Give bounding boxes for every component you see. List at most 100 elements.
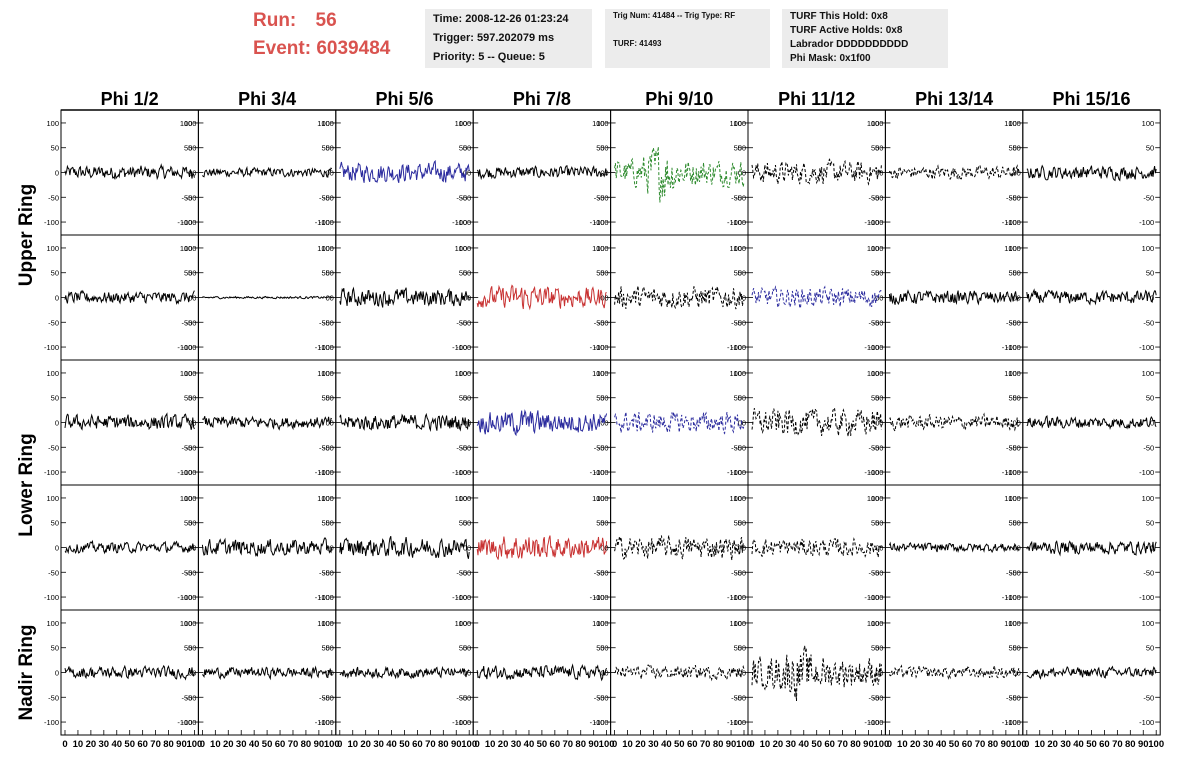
ytick-label-right: -100 <box>1139 343 1154 352</box>
xtick-label: 90 <box>863 739 874 750</box>
turf-hold-line: TURF This Hold: 0x8 <box>790 11 888 22</box>
ytick-label-left: 100 <box>321 619 334 628</box>
ytick-label-right: -50 <box>1006 318 1017 327</box>
ytick-label-left: -100 <box>456 593 471 602</box>
ytick-label-right: 100 <box>180 619 193 628</box>
ytick-label-right: 100 <box>455 619 468 628</box>
ytick-label-left: 100 <box>596 619 609 628</box>
ytick-label-left: -100 <box>319 343 334 352</box>
xtick-label: 50 <box>399 739 410 750</box>
ytick-label-left: -50 <box>323 443 334 452</box>
ytick-label-right: 100 <box>867 494 880 503</box>
xtick-label: 60 <box>824 739 835 750</box>
ytick-label-right: 0 <box>326 419 330 428</box>
ytick-label-right: 100 <box>455 244 468 253</box>
ytick-label-right: -100 <box>1002 218 1017 227</box>
xtick-label: 80 <box>301 739 312 750</box>
ytick-label-right: 50 <box>871 644 879 653</box>
xtick-label: 0 <box>62 739 67 750</box>
column-header-1: Phi 1/2 <box>101 89 159 109</box>
xtick-label: 20 <box>86 739 97 750</box>
event-line: Event: 6039484 <box>253 38 433 62</box>
xtick-label: 30 <box>786 739 797 750</box>
ytick-label-left: -100 <box>1006 718 1021 727</box>
ytick-label-right: -100 <box>315 218 330 227</box>
ytick-label-left: -50 <box>873 568 884 577</box>
ytick-label-right: 50 <box>184 644 192 653</box>
ytick-label-right: 100 <box>1142 119 1155 128</box>
waveform-trace-r5-c4 <box>476 663 608 682</box>
ytick-label-right: -50 <box>1143 568 1154 577</box>
ytick-label-left: 50 <box>738 269 746 278</box>
xtick-label: 30 <box>99 739 110 750</box>
ytick-label-left: -50 <box>186 443 197 452</box>
ytick-label-right: 0 <box>738 669 742 678</box>
ytick-label-right: 50 <box>596 144 604 153</box>
ytick-label-left: -50 <box>735 693 746 702</box>
waveform-trace-r1-c7 <box>888 164 1020 181</box>
ytick-label-right: -50 <box>731 568 742 577</box>
ytick-label-left: 50 <box>188 644 196 653</box>
ytick-label-right: 50 <box>459 644 467 653</box>
xtick-label: 30 <box>236 739 247 750</box>
waveform-trace-r2-c2 <box>202 295 333 300</box>
ytick-label-left: 50 <box>600 269 608 278</box>
xtick-label: 20 <box>635 739 646 750</box>
ytick-label-left: 100 <box>871 119 884 128</box>
ytick-label-right: -50 <box>456 568 467 577</box>
trig-line: Trig Num: 41484 -- Trig Type: RF <box>613 11 736 20</box>
ytick-label-left: 50 <box>1012 519 1020 528</box>
ytick-label-left: -50 <box>48 443 59 452</box>
xtick-label: 80 <box>575 739 586 750</box>
xtick-label: 60 <box>137 739 148 750</box>
ytick-label-right: 50 <box>184 269 192 278</box>
ytick-label-right: -100 <box>1139 468 1154 477</box>
ytick-label-left: -50 <box>873 318 884 327</box>
ytick-label-left: -100 <box>456 218 471 227</box>
ytick-label-right: -100 <box>864 343 879 352</box>
ytick-label-left: 0 <box>192 294 196 303</box>
ytick-label-right: 50 <box>871 269 879 278</box>
ytick-label-right: -100 <box>177 718 192 727</box>
ytick-label-left: -50 <box>1010 693 1021 702</box>
xtick-label: 70 <box>975 739 986 750</box>
xtick-label: 90 <box>176 739 187 750</box>
ytick-label-left: -50 <box>598 193 609 202</box>
xtick-label: 70 <box>288 739 299 750</box>
ytick-label-left: 100 <box>459 244 472 253</box>
ytick-label-left: 100 <box>596 494 609 503</box>
ytick-label-right: 100 <box>455 119 468 128</box>
panel-frame-r4-c2 <box>197 484 337 611</box>
xtick-label: 40 <box>111 739 122 750</box>
ytick-label-right: 100 <box>1142 619 1155 628</box>
waveform-trace-r2-c6 <box>751 285 882 310</box>
ytick-label-left: 50 <box>325 269 333 278</box>
waveform-trace-r5-c2 <box>202 665 333 681</box>
ytick-label-right: 0 <box>738 169 742 178</box>
ytick-label-left: -100 <box>456 468 471 477</box>
ytick-label-right: -50 <box>1006 693 1017 702</box>
ytick-label-left: 0 <box>604 169 608 178</box>
xtick-label: 80 <box>850 739 861 750</box>
ytick-label-right: 50 <box>1146 144 1154 153</box>
ytick-label-left: 0 <box>330 669 334 678</box>
ytick-label-left: -50 <box>1010 193 1021 202</box>
ytick-label-right: -50 <box>319 693 330 702</box>
ytick-label-right: 50 <box>321 144 329 153</box>
ytick-label-left: -100 <box>868 593 883 602</box>
ytick-label-right: 50 <box>459 269 467 278</box>
xtick-label: 40 <box>936 739 947 750</box>
waveform-trace-r1-c1 <box>64 163 195 181</box>
ytick-label-left: 0 <box>604 419 608 428</box>
ytick-label-right: -100 <box>727 218 742 227</box>
ytick-label-right: 100 <box>317 494 330 503</box>
ytick-label-left: -100 <box>868 718 883 727</box>
ytick-label-right: -50 <box>869 318 880 327</box>
ytick-label-left: 50 <box>875 394 883 403</box>
ytick-label-left: 50 <box>738 519 746 528</box>
xtick-label: 100 <box>324 739 340 750</box>
ytick-label-right: -50 <box>1143 318 1154 327</box>
ytick-label-left: -100 <box>1006 468 1021 477</box>
waveform-trace-r5-c6 <box>751 645 882 702</box>
ytick-label-left: 100 <box>1008 119 1021 128</box>
